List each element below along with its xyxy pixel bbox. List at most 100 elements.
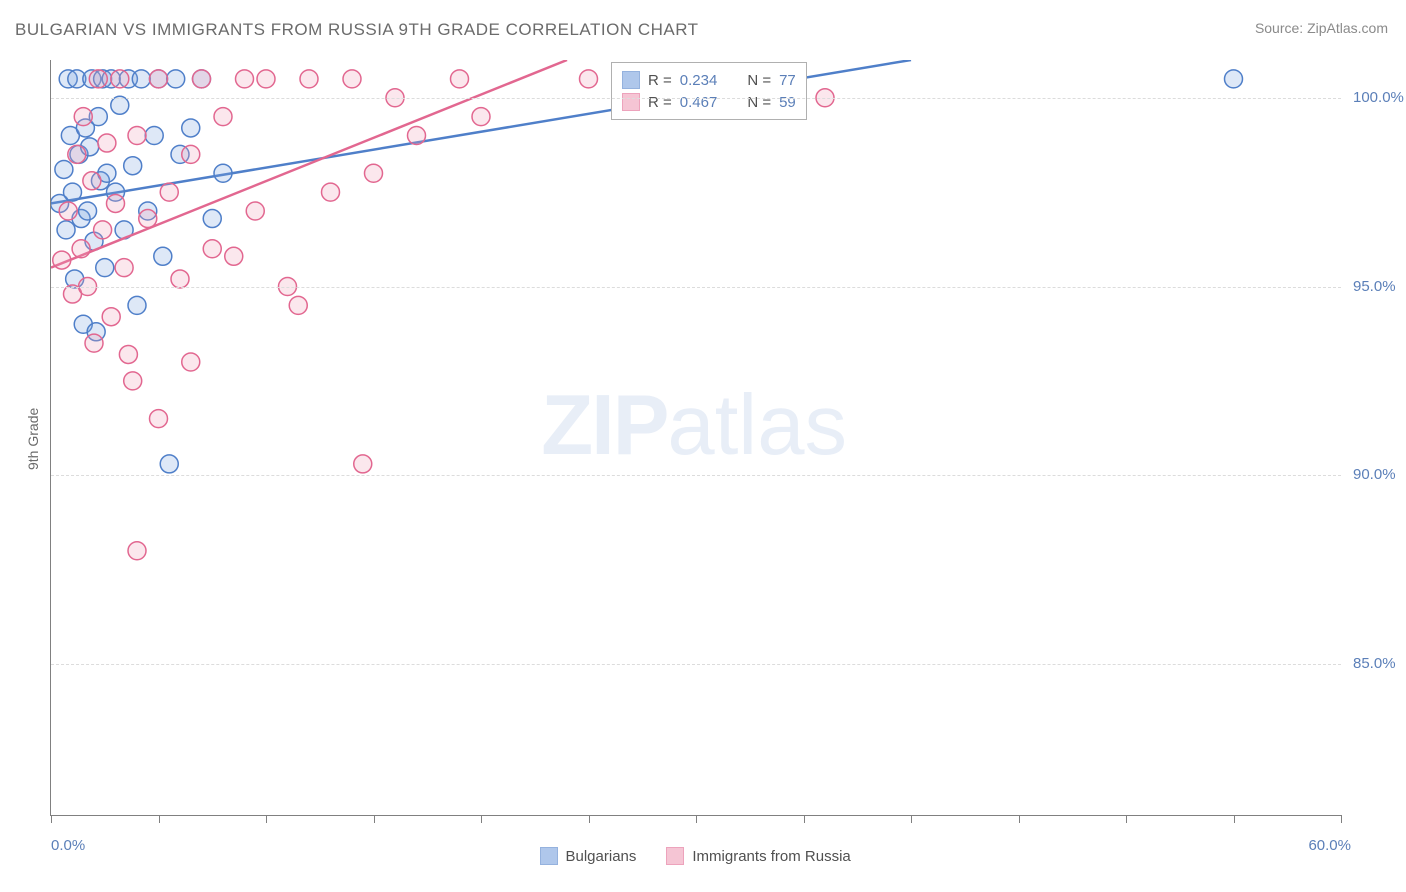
- r-value: 0.234: [680, 72, 718, 89]
- point-bulgarians: [132, 70, 150, 88]
- r-label: R =: [648, 94, 672, 111]
- point-russia: [225, 247, 243, 265]
- x-tick: [1126, 815, 1127, 823]
- point-bulgarians: [1225, 70, 1243, 88]
- point-russia: [182, 353, 200, 371]
- gridline: [51, 287, 1341, 288]
- x-tick: [266, 815, 267, 823]
- point-russia: [119, 345, 137, 363]
- gridline: [51, 475, 1341, 476]
- point-bulgarians: [124, 157, 142, 175]
- point-russia: [408, 127, 426, 145]
- legend-swatch-bulgarians: [540, 847, 558, 865]
- point-bulgarians: [96, 259, 114, 277]
- gridline: [51, 98, 1341, 99]
- point-russia: [150, 410, 168, 428]
- point-russia: [128, 127, 146, 145]
- point-russia: [246, 202, 264, 220]
- legend-item-russia: Immigrants from Russia: [666, 847, 850, 865]
- correlation-legend: R = 0.234 N = 77 R = 0.467 N = 59: [611, 62, 807, 120]
- r-value: 0.467: [680, 94, 718, 111]
- point-bulgarians: [154, 247, 172, 265]
- point-russia: [102, 308, 120, 326]
- series-legend: Bulgarians Immigrants from Russia: [540, 847, 851, 865]
- point-russia: [451, 70, 469, 88]
- point-russia: [203, 240, 221, 258]
- legend-item-bulgarians: Bulgarians: [540, 847, 637, 865]
- x-tick: [374, 815, 375, 823]
- point-russia: [193, 70, 211, 88]
- point-bulgarians: [145, 127, 163, 145]
- point-russia: [83, 172, 101, 190]
- point-bulgarians: [79, 202, 97, 220]
- x-tick: [804, 815, 805, 823]
- point-bulgarians: [167, 70, 185, 88]
- point-russia: [300, 70, 318, 88]
- x-tick: [1341, 815, 1342, 823]
- point-bulgarians: [160, 455, 178, 473]
- n-label: N =: [747, 72, 771, 89]
- point-russia: [472, 108, 490, 126]
- x-tick: [589, 815, 590, 823]
- point-russia: [128, 542, 146, 560]
- x-max-label: 60.0%: [1308, 837, 1351, 854]
- legend-swatch-russia: [622, 93, 640, 111]
- point-bulgarians: [55, 160, 73, 178]
- point-russia: [289, 296, 307, 314]
- scatter-svg: [51, 60, 1341, 815]
- point-russia: [59, 202, 77, 220]
- point-russia: [322, 183, 340, 201]
- point-russia: [171, 270, 189, 288]
- point-russia: [214, 108, 232, 126]
- x-tick: [159, 815, 160, 823]
- point-russia: [107, 194, 125, 212]
- point-bulgarians: [111, 96, 129, 114]
- source-label: Source: ZipAtlas.com: [1255, 20, 1388, 36]
- point-russia: [354, 455, 372, 473]
- gridline: [51, 664, 1341, 665]
- point-russia: [236, 70, 254, 88]
- point-russia: [150, 70, 168, 88]
- legend-row-bulgarians: R = 0.234 N = 77: [622, 69, 796, 91]
- point-russia: [124, 372, 142, 390]
- point-russia: [89, 70, 107, 88]
- legend-swatch-russia: [666, 847, 684, 865]
- point-russia: [111, 70, 129, 88]
- point-russia: [257, 70, 275, 88]
- point-russia: [182, 145, 200, 163]
- point-bulgarians: [64, 183, 82, 201]
- x-tick: [1019, 815, 1020, 823]
- point-russia: [85, 334, 103, 352]
- x-tick: [911, 815, 912, 823]
- point-russia: [74, 108, 92, 126]
- y-tick-label: 100.0%: [1353, 89, 1404, 106]
- legend-row-russia: R = 0.467 N = 59: [622, 91, 796, 113]
- y-tick-label: 95.0%: [1353, 278, 1396, 295]
- point-russia: [68, 145, 86, 163]
- y-tick-label: 90.0%: [1353, 466, 1396, 483]
- point-russia: [139, 210, 157, 228]
- point-russia: [580, 70, 598, 88]
- r-label: R =: [648, 72, 672, 89]
- legend-label-russia: Immigrants from Russia: [692, 848, 850, 865]
- point-russia: [343, 70, 361, 88]
- x-tick: [481, 815, 482, 823]
- y-axis-label: 9th Grade: [25, 408, 41, 470]
- x-min-label: 0.0%: [51, 837, 85, 854]
- point-bulgarians: [128, 296, 146, 314]
- legend-swatch-bulgarians: [622, 71, 640, 89]
- legend-label-bulgarians: Bulgarians: [566, 848, 637, 865]
- point-russia: [94, 221, 112, 239]
- n-value: 77: [779, 72, 796, 89]
- point-russia: [72, 240, 90, 258]
- point-russia: [98, 134, 116, 152]
- plot-area: ZIPatlas R =0.234N =77R =0.467N =59 100.…: [50, 60, 1341, 816]
- n-label: N =: [747, 94, 771, 111]
- point-russia: [160, 183, 178, 201]
- point-bulgarians: [214, 164, 232, 182]
- x-tick: [51, 815, 52, 823]
- x-tick: [696, 815, 697, 823]
- n-value: 59: [779, 94, 796, 111]
- chart-title: BULGARIAN VS IMMIGRANTS FROM RUSSIA 9TH …: [15, 20, 699, 40]
- y-tick-label: 85.0%: [1353, 655, 1396, 672]
